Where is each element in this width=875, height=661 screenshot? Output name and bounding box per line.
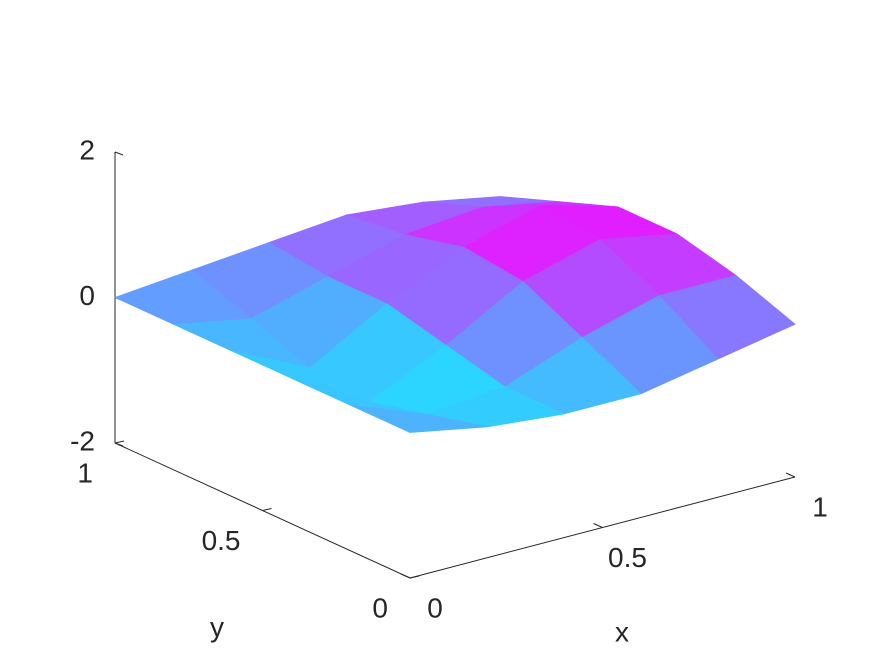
y-tick-label: 0 [372, 592, 388, 623]
x-tick-label: 0 [427, 592, 443, 623]
x-tick-label: 0.5 [608, 542, 647, 573]
z-tick [114, 151, 124, 156]
y-tick [409, 575, 420, 579]
x-tick [400, 573, 411, 579]
x-axis-label: x [615, 616, 629, 647]
z-tick-label: 2 [79, 134, 95, 165]
x-tick-label: 1 [812, 491, 828, 522]
y-axis-label: y [210, 611, 224, 642]
z-tick [114, 442, 124, 447]
y-tick [114, 440, 125, 444]
y-tick [262, 508, 272, 511]
z-tick-label: -2 [70, 425, 95, 456]
x-tick [593, 523, 603, 528]
y-tick-label: 1 [77, 457, 93, 488]
surface-patch [350, 405, 488, 433]
z-tick-label: 0 [79, 280, 95, 311]
y-tick-label: 0.5 [202, 525, 241, 556]
x-tick [785, 472, 796, 478]
